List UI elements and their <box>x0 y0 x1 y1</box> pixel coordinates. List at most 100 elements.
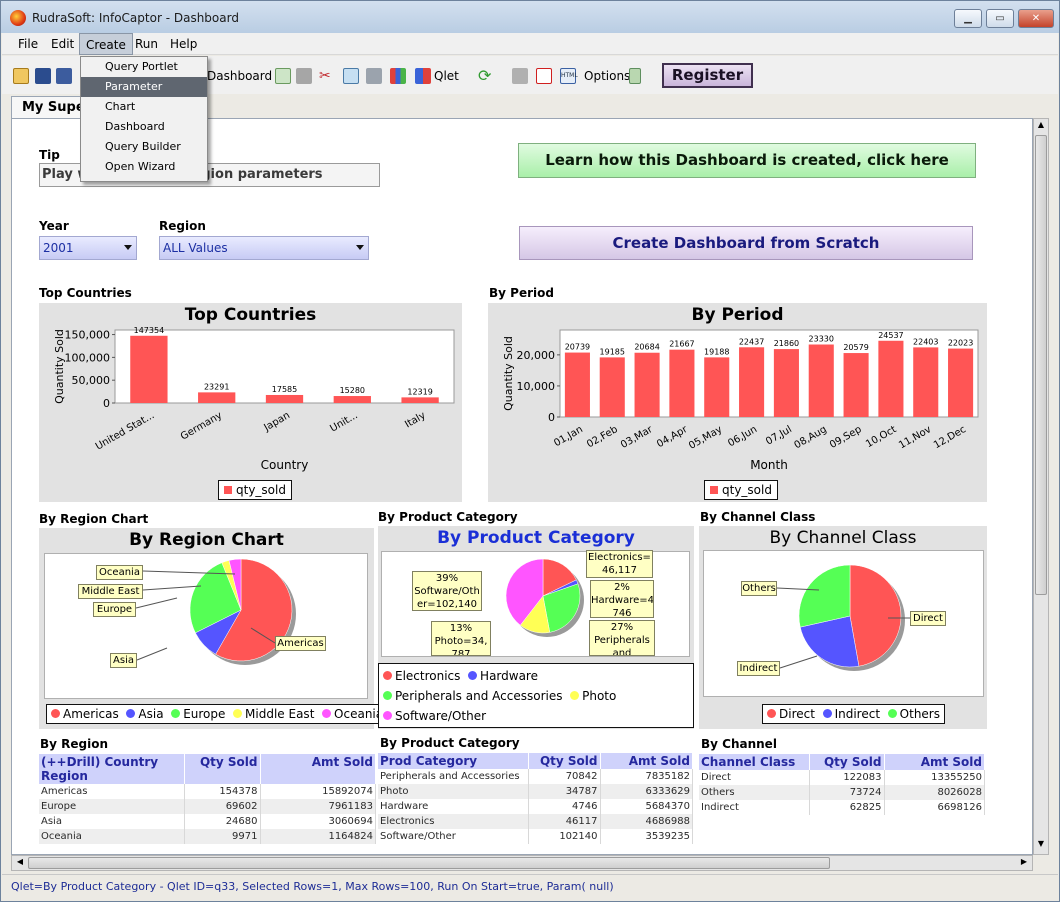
channel-pie-chart <box>776 564 910 671</box>
region-dropdown[interactable]: ALL Values <box>159 236 369 260</box>
x-tick-label: Japan <box>261 410 292 434</box>
column-header[interactable]: Qty Sold <box>809 754 885 770</box>
toolbar-dashboard-label[interactable]: Dashboard <box>207 69 273 83</box>
x-tick-label: 12,Dec <box>932 424 968 451</box>
save-icon[interactable] <box>35 68 51 84</box>
vertical-scroll-thumb[interactable] <box>1035 135 1047 595</box>
menu-edit[interactable]: Edit <box>51 37 75 51</box>
table-row[interactable]: Americas 154378 15892074 <box>39 784 376 799</box>
legend-label: Asia <box>138 707 164 721</box>
data-label: 22403 <box>913 337 938 346</box>
column-header[interactable]: Channel Class <box>699 754 810 770</box>
table-row[interactable]: Oceania 9971 1164824 <box>39 829 376 844</box>
close-button[interactable]: ✕ <box>1018 9 1054 28</box>
column-header[interactable]: Amt Sold <box>884 754 985 770</box>
x-tick-label: 11,Nov <box>897 424 933 451</box>
toolbar-qlet-label[interactable]: Qlet <box>434 69 459 83</box>
scroll-right-icon[interactable]: ▶ <box>1020 857 1028 866</box>
table-cell: 7835182 <box>600 769 693 784</box>
column-header[interactable]: (++Drill) Country Region <box>39 754 185 784</box>
x-tick-label: 09,Sep <box>828 424 864 451</box>
minimize-button[interactable]: ▁ <box>954 9 982 28</box>
toolbar-options-label[interactable]: Options <box>584 69 631 83</box>
table-cell: 73724 <box>809 785 885 800</box>
vertical-scrollbar[interactable]: ▲ ▼ <box>1033 118 1049 855</box>
product-chart-title: By Product Category <box>437 528 635 548</box>
scroll-left-icon[interactable]: ◀ <box>16 857 24 866</box>
pdf-icon[interactable] <box>536 68 552 84</box>
legend-label: Peripherals and Accessories <box>395 689 563 703</box>
table-cell: 6333629 <box>600 784 693 799</box>
menu-item-parameter[interactable]: Parameter <box>81 77 207 97</box>
layout-icon[interactable] <box>629 68 641 84</box>
legend-label: Middle East <box>245 707 315 721</box>
menu-item-dashboard[interactable]: Dashboard <box>105 120 165 133</box>
pie-slice <box>505 558 544 626</box>
bar <box>878 340 904 417</box>
add-portlet-icon[interactable] <box>275 68 291 84</box>
menu-item-chart[interactable]: Chart <box>105 100 136 113</box>
menu-help[interactable]: Help <box>170 37 198 51</box>
x-axis-label: Country <box>261 458 309 472</box>
html-icon[interactable]: HTML <box>560 68 578 84</box>
pie-slice <box>542 558 577 597</box>
cut-icon[interactable]: ✂ <box>319 68 331 84</box>
scroll-down-icon[interactable]: ▼ <box>1037 839 1045 848</box>
column-header[interactable]: Prod Category <box>378 753 529 769</box>
table-cell: 46117 <box>528 814 601 829</box>
comment-icon[interactable] <box>296 68 312 84</box>
table-row[interactable]: Peripherals and Accessories 70842 7835182 <box>378 769 693 784</box>
table-row[interactable]: Indirect 62825 6698126 <box>699 800 985 815</box>
table-row[interactable]: Hardware 4746 5684370 <box>378 799 693 814</box>
bar <box>808 344 834 417</box>
save-all-icon[interactable] <box>56 68 72 84</box>
menu-run[interactable]: Run <box>135 37 159 51</box>
create-dashboard-button[interactable]: Create Dashboard from Scratch <box>519 226 973 260</box>
plot-area <box>114 329 455 404</box>
top-countries-section-label: Top Countries <box>39 286 132 300</box>
note-icon[interactable] <box>366 68 382 84</box>
horizontal-scroll-thumb[interactable] <box>28 857 830 869</box>
menu-item-open-wizard[interactable]: Open Wizard <box>105 160 176 173</box>
print-icon[interactable] <box>512 68 528 84</box>
region-table-section-label: By Region <box>40 737 109 751</box>
table-row[interactable]: Asia 24680 3060694 <box>39 814 376 829</box>
column-header[interactable]: Qty Sold <box>184 754 261 784</box>
product-chart-legend: Electronics Hardware Peripherals and Acc… <box>378 663 694 728</box>
table-row[interactable]: Electronics 46117 4686988 <box>378 814 693 829</box>
menu-create[interactable]: Create <box>79 33 133 55</box>
bar <box>948 348 974 417</box>
callout-line <box>142 585 202 591</box>
chart-icon[interactable] <box>390 68 406 84</box>
legend-label: Software/Other <box>395 709 487 723</box>
table-row[interactable]: Software/Other 102140 3539235 <box>378 829 693 844</box>
open-folder-icon[interactable] <box>13 68 29 84</box>
menu-file[interactable]: File <box>18 37 39 51</box>
horizontal-scrollbar[interactable]: ◀ ▶ <box>11 855 1033 871</box>
column-header[interactable]: Amt Sold <box>260 754 376 784</box>
register-button[interactable]: Register <box>662 63 753 88</box>
scroll-up-icon[interactable]: ▲ <box>1037 120 1045 129</box>
refresh-icon[interactable]: ⟳ <box>478 66 492 85</box>
menu-item-query-builder[interactable]: Query Builder <box>105 140 181 153</box>
callout-hardware: 2% Hardware=4, 746 <box>590 580 654 618</box>
table-row[interactable]: Photo 34787 6333629 <box>378 784 693 799</box>
tip-label: Tip <box>39 148 60 162</box>
table-row[interactable]: Others 73724 8026028 <box>699 785 985 800</box>
new-query-icon[interactable] <box>343 68 359 84</box>
learn-dashboard-button[interactable]: Learn how this Dashboard is created, cli… <box>518 143 976 178</box>
table-row[interactable]: Europe 69602 7961183 <box>39 799 376 814</box>
window-title: RudraSoft: InfoCaptor - Dashboard <box>32 11 239 25</box>
column-header[interactable]: Amt Sold <box>600 753 693 769</box>
column-header[interactable]: Qty Sold <box>528 753 601 769</box>
callout-others: Others <box>741 581 777 596</box>
callout-direct: Direct <box>910 611 946 626</box>
maximize-button[interactable]: ▭ <box>986 9 1014 28</box>
qlet-icon[interactable] <box>415 68 431 84</box>
menu-item-query-portlet[interactable]: Query Portlet <box>105 60 178 73</box>
by-period-legend: qty_sold <box>704 480 778 500</box>
year-dropdown[interactable]: 2001 <box>39 236 137 260</box>
table-row[interactable]: Direct 122083 13355250 <box>699 770 985 785</box>
data-label: 147354 <box>134 326 165 335</box>
bar <box>265 394 304 403</box>
